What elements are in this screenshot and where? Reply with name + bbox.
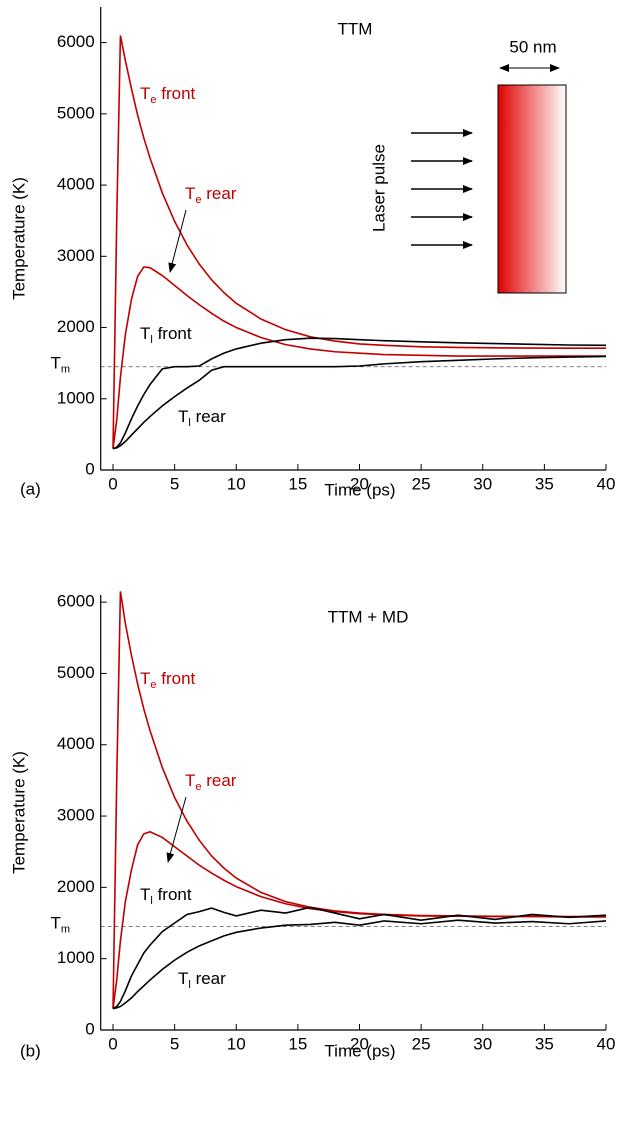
- y-axis-title: Temperature (K): [9, 177, 28, 300]
- label-main: T: [185, 184, 195, 203]
- label-main: T: [178, 407, 188, 426]
- y-axis-title: Temperature (K): [9, 751, 28, 874]
- label-main: T: [50, 914, 60, 933]
- label-main: T: [185, 771, 195, 790]
- label-sub: e: [195, 781, 201, 793]
- series-label: Te rear: [185, 184, 237, 205]
- y-tick-label: 5000: [57, 663, 95, 682]
- label-sub: e: [150, 679, 156, 691]
- y-tick-label: 6000: [57, 592, 95, 611]
- x-tick-label: 25: [412, 474, 431, 493]
- series-line: [112, 591, 606, 1009]
- label-rest: front: [157, 84, 196, 103]
- reference-label: Tm: [50, 914, 70, 935]
- chart-title: TTM: [338, 19, 373, 38]
- label-sub: m: [61, 924, 70, 936]
- label-sub: l: [150, 895, 152, 907]
- series-line: [112, 355, 607, 450]
- y-tick-label: 4000: [57, 734, 95, 753]
- label-sub: l: [188, 979, 190, 991]
- series-line: [112, 337, 607, 450]
- panel-label: (a): [20, 479, 41, 498]
- label-sub: l: [150, 334, 152, 346]
- label-sub: e: [195, 194, 201, 206]
- x-tick-label: 25: [412, 1034, 431, 1053]
- series-label: Te front: [140, 669, 196, 690]
- x-tick-label: 40: [597, 1034, 616, 1053]
- inset-film: [497, 84, 567, 294]
- label-rest: front: [153, 885, 192, 904]
- y-tick-label: 4000: [57, 175, 95, 194]
- panel-label: (b): [20, 1041, 41, 1060]
- series-label: Tl front: [140, 885, 192, 906]
- x-tick-label: 30: [473, 1034, 492, 1053]
- label-main: T: [178, 969, 188, 988]
- label-main: T: [140, 84, 150, 103]
- x-tick-label: 20: [350, 1034, 369, 1053]
- label-sub: e: [150, 94, 156, 106]
- label-main: T: [50, 354, 60, 373]
- label-sub: l: [188, 417, 190, 429]
- x-tick-label: 0: [108, 1034, 117, 1053]
- x-tick-label: 15: [288, 474, 307, 493]
- y-tick-label: 0: [85, 459, 94, 478]
- x-tick-label: 35: [535, 1034, 554, 1053]
- reference-label: Tm: [50, 354, 70, 375]
- x-tick-label: 40: [597, 474, 616, 493]
- x-tick-label: 35: [535, 474, 554, 493]
- y-tick-label: 6000: [57, 32, 95, 51]
- label-rest: rear: [202, 184, 237, 203]
- label-sub: m: [61, 364, 70, 376]
- x-tick-label: 30: [473, 474, 492, 493]
- y-tick-label: 2000: [57, 877, 95, 896]
- label-rest: rear: [191, 407, 226, 426]
- y-tick-label: 3000: [57, 246, 95, 265]
- y-tick-label: 1000: [57, 948, 95, 967]
- inset-width-label: 50 nm: [509, 37, 556, 56]
- series-line: [112, 906, 607, 1010]
- x-tick-label: 0: [108, 474, 117, 493]
- x-axis-title: Time (ps): [324, 1041, 395, 1060]
- series-label: Te front: [140, 84, 196, 105]
- inset-label: Laser pulse: [369, 144, 388, 232]
- y-tick-label: 2000: [57, 317, 95, 336]
- label-rest: rear: [191, 969, 226, 988]
- series-label: Tl rear: [178, 407, 226, 428]
- series-label: Te rear: [185, 771, 237, 792]
- series-label: Tl rear: [178, 969, 226, 990]
- y-tick-label: 1000: [57, 388, 95, 407]
- label-main: T: [140, 669, 150, 688]
- x-tick-label: 20: [350, 474, 369, 493]
- x-tick-label: 5: [170, 1034, 179, 1053]
- y-tick-label: 3000: [57, 806, 95, 825]
- label-rest: front: [153, 324, 192, 343]
- x-tick-label: 15: [288, 1034, 307, 1053]
- annotation-arrow: [166, 796, 187, 863]
- chart-title: TTM + MD: [328, 607, 409, 626]
- label-rest: front: [157, 669, 196, 688]
- y-tick-label: 5000: [57, 103, 95, 122]
- label-rest: rear: [202, 771, 237, 790]
- annotation-arrow: [168, 209, 187, 273]
- x-axis-title: Time (ps): [324, 480, 395, 499]
- x-tick-label: 5: [170, 474, 179, 493]
- label-main: T: [140, 885, 150, 904]
- x-tick-label: 10: [227, 1034, 246, 1053]
- y-tick-label: 0: [85, 1019, 94, 1038]
- label-main: T: [140, 324, 150, 343]
- series-line: [112, 919, 607, 1010]
- series-label: Tl front: [140, 324, 192, 345]
- series-line: [112, 266, 606, 449]
- x-tick-label: 10: [227, 474, 246, 493]
- series-line: [112, 35, 606, 449]
